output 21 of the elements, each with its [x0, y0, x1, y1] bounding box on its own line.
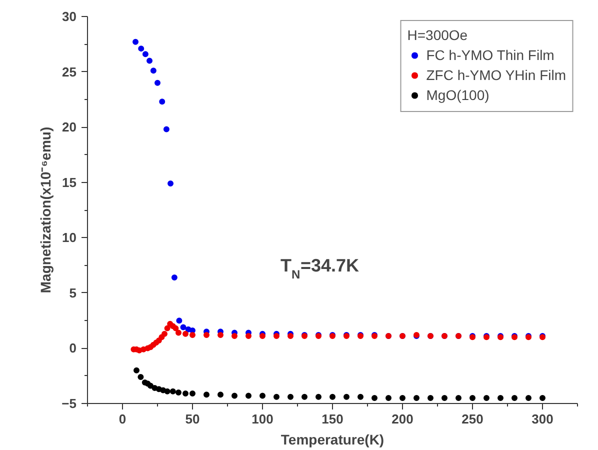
legend-title: H=300Oe [407, 27, 469, 43]
x-tick-label: 50 [185, 412, 200, 426]
x-tick-label: 200 [392, 412, 414, 426]
x-tick-label: 300 [532, 412, 554, 426]
y-axis-title: Magnetization(x10⁻⁶emu) [38, 126, 54, 294]
y-tick-label: 20 [62, 120, 77, 135]
y-tick-label: 15 [62, 174, 77, 190]
legend-label: MgO(100) [426, 87, 490, 103]
y-tick-label: 30 [62, 9, 77, 24]
x-tick-label: 0 [118, 412, 126, 426]
legend-label: ZFC h-YMO YHin Film [426, 67, 566, 83]
y-tick-label: 25 [62, 64, 77, 80]
y-tick-label: 0 [69, 340, 77, 356]
x-tick-label: 100 [252, 412, 274, 426]
x-tick-label: 250 [462, 412, 484, 426]
y-tick-label: 10 [62, 230, 77, 246]
x-axis-title: Temperature(K) [280, 432, 384, 448]
y-tick-label: −5 [62, 396, 77, 411]
y-tick-label: 5 [69, 285, 77, 300]
legend-label: FC h-YMO Thin Film [426, 47, 554, 63]
x-tick-label: 150 [322, 412, 344, 426]
